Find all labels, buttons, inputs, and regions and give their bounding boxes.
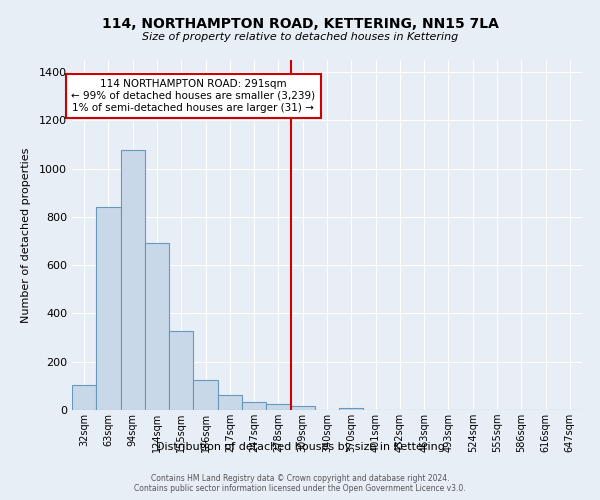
Bar — [169, 331, 193, 410]
Text: 114, NORTHAMPTON ROAD, KETTERING, NN15 7LA: 114, NORTHAMPTON ROAD, KETTERING, NN15 7… — [101, 18, 499, 32]
Bar — [145, 242, 169, 410]
Bar — [193, 380, 218, 410]
Bar — [339, 408, 364, 410]
Text: Contains public sector information licensed under the Open Government Licence v3: Contains public sector information licen… — [134, 484, 466, 493]
Bar — [290, 406, 315, 410]
Y-axis label: Number of detached properties: Number of detached properties — [20, 148, 31, 322]
Text: Distribution of detached houses by size in Kettering: Distribution of detached houses by size … — [155, 442, 445, 452]
Bar — [218, 395, 242, 410]
Bar — [96, 206, 121, 410]
Text: Contains HM Land Registry data © Crown copyright and database right 2024.: Contains HM Land Registry data © Crown c… — [151, 474, 449, 483]
Bar — [242, 402, 266, 410]
Bar — [72, 385, 96, 410]
Bar — [266, 404, 290, 410]
Bar — [121, 150, 145, 410]
Text: 114 NORTHAMPTON ROAD: 291sqm
← 99% of detached houses are smaller (3,239)
1% of : 114 NORTHAMPTON ROAD: 291sqm ← 99% of de… — [71, 80, 316, 112]
Text: Size of property relative to detached houses in Kettering: Size of property relative to detached ho… — [142, 32, 458, 42]
